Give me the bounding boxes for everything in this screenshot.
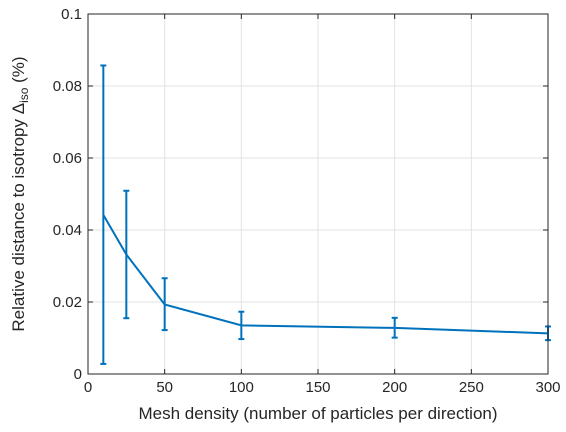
x-tick-label: 150 <box>305 379 330 396</box>
series-line <box>102 214 549 335</box>
x-tick-label: 0 <box>84 379 92 396</box>
y-axis-label-main: Relative distance to isotropy Δ <box>9 103 28 332</box>
series <box>100 64 551 365</box>
x-tick-label: 250 <box>459 379 484 396</box>
y-tick-label: 0.1 <box>61 6 82 23</box>
ticks: 0 50 100 150 200 250 300 0 0.02 0.04 0.06 0.08 0.1 <box>53 6 561 396</box>
error-bar <box>100 64 107 365</box>
error-bar <box>238 310 245 341</box>
y-tick-label: 0.04 <box>53 222 82 239</box>
y-tick-label: 0.02 <box>53 294 82 311</box>
error-bar <box>123 189 130 320</box>
error-bar <box>391 316 398 339</box>
y-tick-label: 0.06 <box>53 150 82 167</box>
y-axis-label: Relative distance to isotropy Δiso (%) <box>9 56 31 331</box>
error-bar <box>161 277 168 332</box>
y-tick-label: 0 <box>74 366 82 383</box>
x-tick-label: 50 <box>156 379 173 396</box>
x-tick-label: 100 <box>229 379 254 396</box>
y-axis-label-subscript: iso <box>17 87 31 103</box>
grid <box>88 14 548 374</box>
y-axis-label-suffix: (%) <box>9 56 28 87</box>
x-axis-label: Mesh density (number of particles per di… <box>138 404 497 423</box>
x-tick-label: 300 <box>535 379 560 396</box>
y-tick-label: 0.08 <box>53 78 82 95</box>
x-tick-label: 200 <box>382 379 407 396</box>
